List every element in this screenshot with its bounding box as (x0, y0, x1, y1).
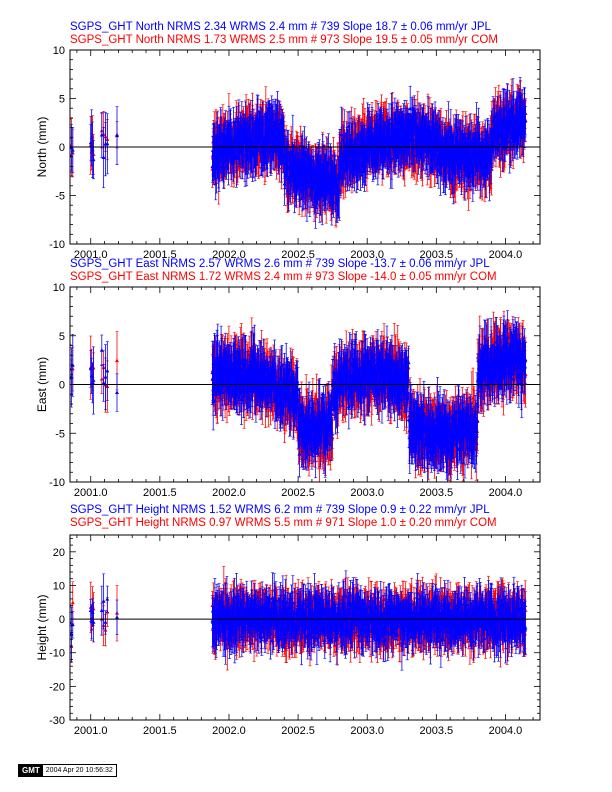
y-axis-label: East (mm) (35, 357, 49, 412)
x-tick-label: 2004.0 (489, 249, 523, 261)
data-point (105, 341, 110, 401)
data-point (339, 143, 344, 186)
data-points (70, 310, 528, 482)
y-tick-label: -5 (55, 428, 65, 440)
y-tick-label: 10 (53, 45, 65, 57)
legend-entry-ff0000: SGPS_GHT East NRMS 1.72 WRMS 2.4 mm # 97… (70, 271, 497, 283)
data-point (90, 121, 95, 178)
data-points (70, 77, 528, 229)
data-point (105, 585, 110, 613)
data-point (101, 573, 106, 630)
x-tick-label: 2003.5 (419, 249, 453, 261)
x-tick-label: 2001.5 (143, 249, 177, 261)
x-tick-label: 2001.0 (74, 249, 108, 261)
x-tick-label: 2001.0 (74, 487, 108, 499)
legend-entry-0000ff: SGPS_GHT East NRMS 2.57 WRMS 2.6 mm # 73… (70, 258, 490, 270)
x-tick-label: 2002.0 (212, 487, 246, 499)
y-tick-label: -5 (55, 191, 65, 203)
data-point (331, 186, 336, 218)
y-tick-label: -10 (49, 477, 65, 489)
legend-entry-0000ff: SGPS_GHT Height NRMS 1.52 WRMS 6.2 mm # … (70, 504, 490, 516)
chart-panel-3: SGPS_GHT Height NRMS 1.52 WRMS 6.2 mm # … (35, 504, 541, 737)
data-point (101, 127, 106, 189)
x-tick-label: 2002.0 (212, 249, 246, 261)
x-tick-label: 2003.5 (419, 487, 453, 499)
x-tick-label: 2002.5 (281, 487, 315, 499)
series-jpl (70, 310, 528, 482)
x-tick-label: 2003.0 (350, 249, 384, 261)
chart-panel-2: SGPS_GHT East NRMS 2.57 WRMS 2.6 mm # 73… (35, 258, 541, 499)
data-point (487, 142, 492, 202)
chart-panel-1: SGPS_GHT North NRMS 2.34 WRMS 2.4 mm # 7… (35, 21, 541, 261)
data-point (103, 344, 108, 411)
y-tick-label: 0 (59, 142, 65, 154)
data-point (399, 112, 404, 168)
x-tick-label: 2004.0 (489, 487, 523, 499)
data-point (115, 599, 119, 635)
x-tick-label: 2002.5 (281, 249, 315, 261)
data-point (523, 106, 528, 136)
y-tick-label: 10 (53, 282, 65, 294)
data-point (115, 106, 119, 165)
data-point (99, 585, 104, 636)
data-point (101, 364, 106, 402)
data-point (115, 373, 119, 412)
data-point (99, 364, 104, 394)
y-tick-label: 5 (59, 331, 65, 343)
legend-entry-ff0000: SGPS_GHT North NRMS 1.73 WRMS 2.5 mm # 9… (70, 34, 498, 46)
data-point (105, 113, 110, 175)
legend-entry-ff0000: SGPS_GHT Height NRMS 0.97 WRMS 5.5 mm # … (70, 517, 497, 529)
legend-entry-0000ff: SGPS_GHT North NRMS 2.34 WRMS 2.4 mm # 7… (70, 21, 491, 33)
data-points (70, 566, 528, 671)
y-tick-label: 0 (59, 380, 65, 392)
y-axis-label: North (mm) (35, 117, 49, 178)
y-tick-label: -10 (49, 239, 65, 251)
data-point (492, 99, 497, 133)
x-tick-label: 2001.5 (143, 487, 177, 499)
series-jpl (70, 77, 528, 229)
y-tick-label: 5 (59, 94, 65, 106)
x-tick-label: 2003.0 (350, 487, 384, 499)
data-point (91, 346, 96, 415)
data-point (260, 123, 265, 178)
